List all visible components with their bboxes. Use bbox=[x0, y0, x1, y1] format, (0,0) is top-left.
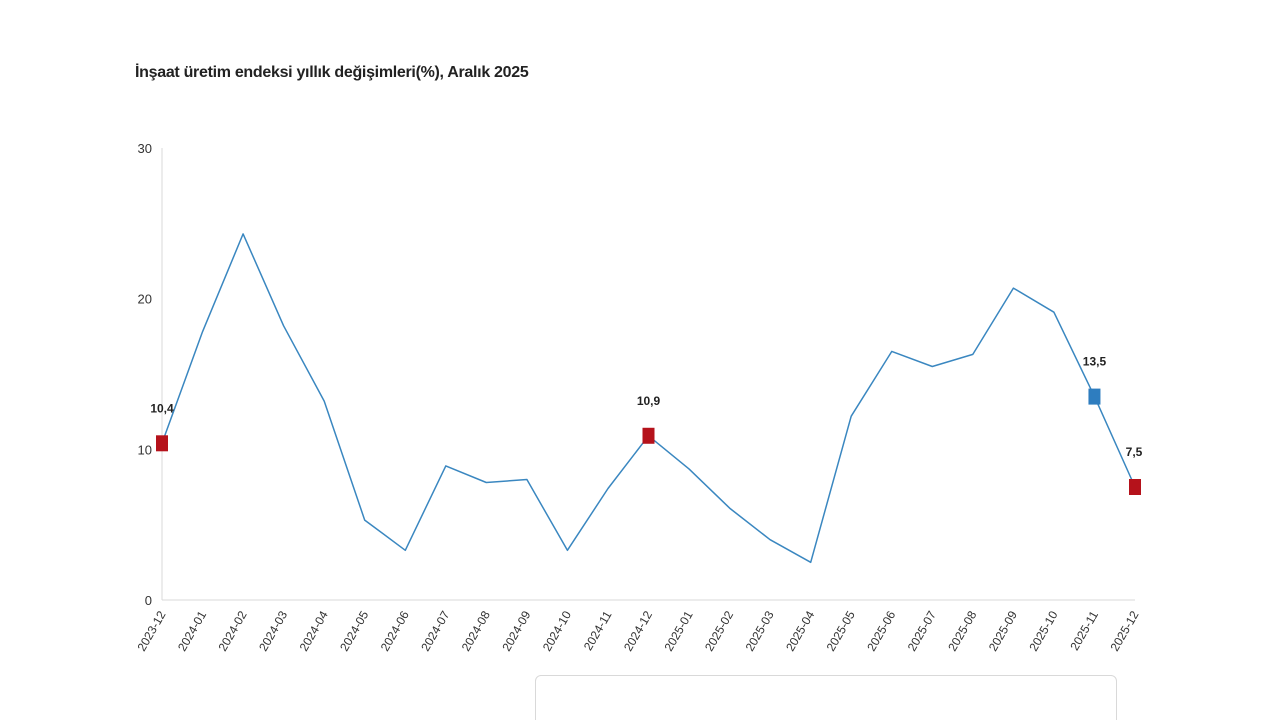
data-point bbox=[891, 350, 893, 352]
x-tick-label: 2025-10 bbox=[1026, 608, 1060, 653]
data-point bbox=[607, 487, 609, 489]
y-tick-label: 10 bbox=[138, 442, 152, 457]
data-point bbox=[809, 561, 811, 563]
data-point bbox=[931, 365, 933, 367]
x-tick-label: 2025-01 bbox=[661, 608, 695, 653]
x-tick-label: 2024-05 bbox=[337, 608, 371, 653]
x-tick-label: 2024-03 bbox=[256, 608, 290, 653]
x-tick-label: 2024-09 bbox=[499, 608, 533, 653]
x-tick-label: 2025-06 bbox=[864, 608, 898, 653]
y-tick-label: 0 bbox=[145, 593, 152, 608]
x-tick-label: 2024-08 bbox=[459, 608, 493, 653]
data-point bbox=[242, 233, 244, 235]
data-label: 13,5 bbox=[1083, 355, 1107, 369]
data-point bbox=[404, 549, 406, 551]
y-tick-label: 20 bbox=[138, 292, 152, 307]
data-point bbox=[1012, 287, 1014, 289]
data-point bbox=[445, 465, 447, 467]
data-point bbox=[769, 539, 771, 541]
x-tick-label: 2025-02 bbox=[702, 608, 736, 653]
data-point bbox=[972, 353, 974, 355]
x-tick-label: 2024-07 bbox=[418, 608, 452, 653]
x-tick-label: 2024-01 bbox=[175, 608, 209, 653]
highlight-marker bbox=[1088, 388, 1101, 405]
x-tick-label: 2025-07 bbox=[905, 608, 939, 653]
x-tick-label: 2024-06 bbox=[378, 608, 412, 653]
data-point bbox=[526, 478, 528, 480]
data-point bbox=[850, 415, 852, 417]
x-tick-label: 2023-12 bbox=[134, 608, 168, 653]
x-tick-label: 2024-10 bbox=[540, 608, 574, 653]
y-tick-label: 30 bbox=[138, 141, 152, 156]
x-tick-label: 2024-11 bbox=[581, 608, 615, 653]
data-point bbox=[364, 519, 366, 521]
x-tick-label: 2025-03 bbox=[743, 608, 777, 653]
bottom-panel bbox=[535, 675, 1117, 720]
x-tick-label: 2025-08 bbox=[945, 608, 979, 653]
data-point bbox=[323, 400, 325, 402]
chart-title: İnşaat üretim endeksi yıllık değişimleri… bbox=[135, 64, 529, 81]
data-point bbox=[1053, 311, 1055, 313]
x-tick-label: 2025-09 bbox=[986, 608, 1020, 653]
data-point bbox=[201, 331, 203, 333]
highlight-marker bbox=[156, 435, 168, 452]
x-tick-label: 2024-02 bbox=[216, 608, 250, 653]
x-tick-label: 2024-12 bbox=[621, 608, 655, 653]
x-tick-label: 2025-05 bbox=[824, 608, 858, 653]
data-point bbox=[282, 325, 284, 327]
data-point bbox=[566, 549, 568, 551]
x-tick-label: 2025-04 bbox=[783, 608, 817, 653]
data-point bbox=[688, 468, 690, 470]
x-tick-label: 2025-12 bbox=[1107, 608, 1141, 653]
data-point bbox=[485, 481, 487, 483]
data-label: 7,5 bbox=[1126, 445, 1143, 459]
highlight-marker bbox=[642, 427, 655, 444]
highlight-marker bbox=[1129, 479, 1141, 495]
x-tick-label: 2025-11 bbox=[1067, 608, 1101, 653]
data-point bbox=[728, 507, 730, 509]
data-label: 10,9 bbox=[637, 394, 661, 408]
data-label: 10,4 bbox=[150, 401, 174, 415]
x-tick-label: 2024-04 bbox=[297, 608, 331, 653]
